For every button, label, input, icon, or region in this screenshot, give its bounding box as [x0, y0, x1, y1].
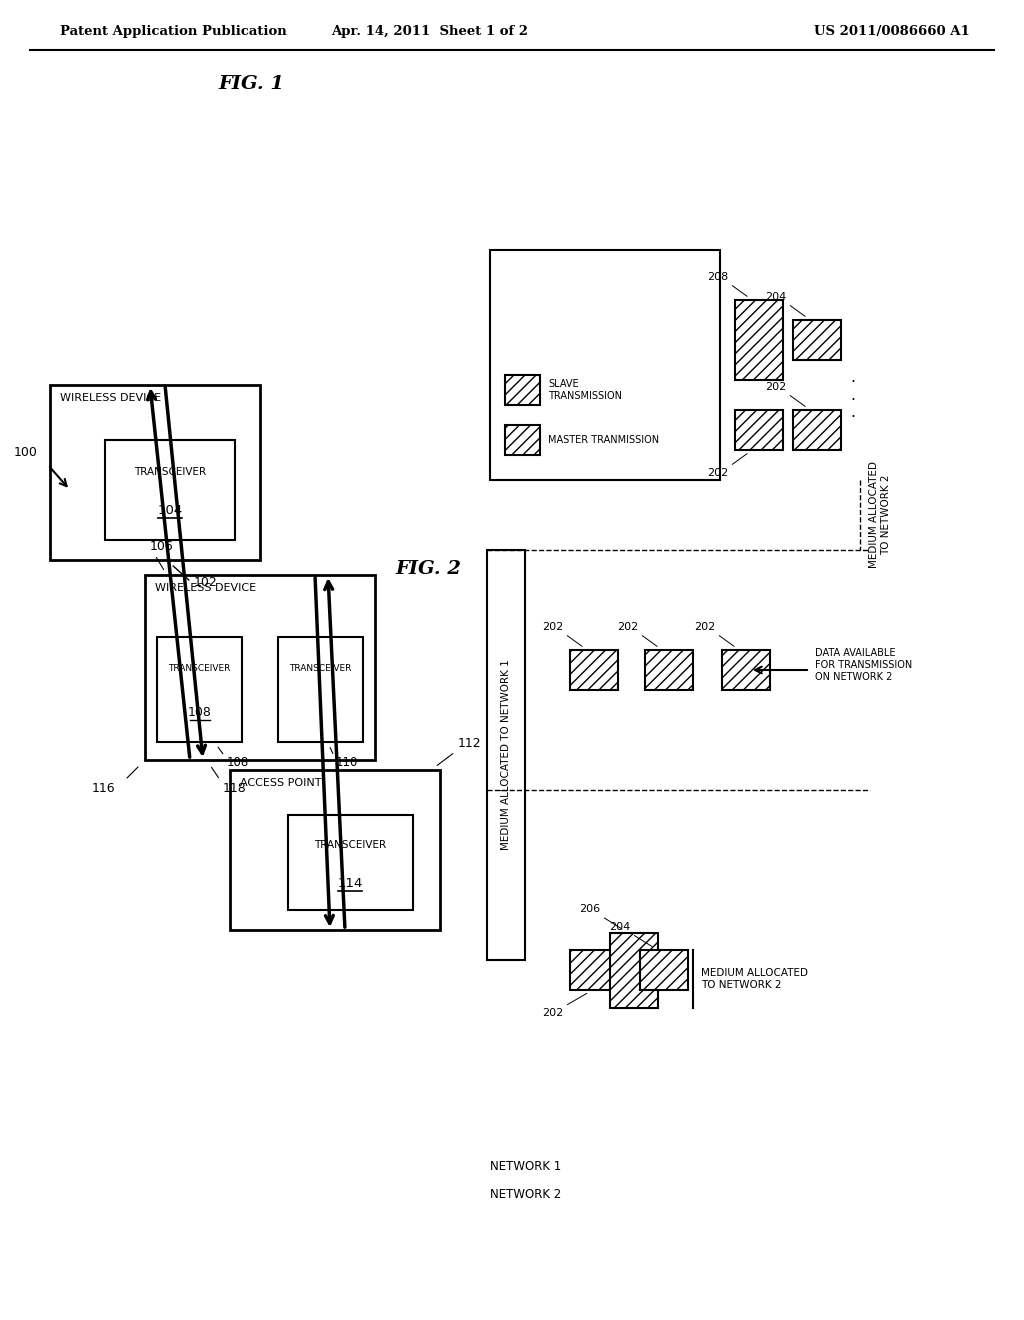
- Text: 108: 108: [226, 756, 249, 770]
- Bar: [230, 770, 440, 931]
- Text: MEDIUM ALLOCATED
TO NETWORK 2: MEDIUM ALLOCATED TO NETWORK 2: [701, 968, 808, 990]
- Text: 116: 116: [91, 781, 115, 795]
- Bar: [610, 932, 658, 1007]
- Text: 112: 112: [458, 737, 481, 750]
- Bar: [645, 649, 693, 690]
- Bar: [288, 814, 413, 909]
- Text: TRANSCEIVER: TRANSCEIVER: [168, 664, 230, 673]
- Text: NETWORK 2: NETWORK 2: [490, 1188, 561, 1201]
- Text: SLAVE
TRANSMISSION: SLAVE TRANSMISSION: [548, 379, 622, 401]
- Text: 104: 104: [158, 503, 182, 516]
- Bar: [722, 649, 770, 690]
- Bar: [570, 649, 618, 690]
- Text: 106: 106: [150, 540, 174, 553]
- Bar: [50, 385, 260, 560]
- Bar: [278, 638, 362, 742]
- Text: WIRELESS DEVICE: WIRELESS DEVICE: [60, 393, 161, 403]
- Text: MEDIUM ALLOCATED TO NETWORK 1: MEDIUM ALLOCATED TO NETWORK 1: [501, 660, 511, 850]
- Bar: [735, 300, 783, 380]
- Text: 202: 202: [542, 622, 563, 632]
- Text: 118: 118: [223, 781, 247, 795]
- Text: WIRELESS DEVICE: WIRELESS DEVICE: [155, 583, 256, 593]
- Bar: [487, 550, 525, 960]
- Bar: [105, 440, 234, 540]
- Text: 208: 208: [707, 272, 728, 282]
- Text: 110: 110: [336, 756, 358, 770]
- Bar: [793, 319, 841, 360]
- Text: 108: 108: [187, 706, 211, 719]
- Text: 202: 202: [616, 622, 638, 632]
- Text: 202: 202: [765, 381, 786, 392]
- Bar: [505, 375, 540, 405]
- Bar: [640, 950, 688, 990]
- Bar: [505, 425, 540, 455]
- Text: FIG. 1: FIG. 1: [218, 75, 284, 92]
- Text: TRANSCEIVER: TRANSCEIVER: [290, 664, 351, 673]
- Bar: [570, 950, 618, 990]
- Text: NETWORK 1: NETWORK 1: [490, 1160, 561, 1173]
- Text: ·
·
·: · · ·: [851, 375, 855, 425]
- Text: US 2011/0086660 A1: US 2011/0086660 A1: [814, 25, 970, 38]
- Text: Patent Application Publication: Patent Application Publication: [60, 25, 287, 38]
- Text: TRANSCEIVER: TRANSCEIVER: [134, 467, 206, 477]
- Text: FIG. 2: FIG. 2: [395, 560, 461, 578]
- Text: 100: 100: [14, 446, 38, 458]
- Text: 202: 202: [542, 1008, 563, 1018]
- Text: MEDIUM ALLOCATED
TO NETWORK 2: MEDIUM ALLOCATED TO NETWORK 2: [869, 462, 891, 569]
- Text: 206: 206: [579, 904, 600, 915]
- Text: 202: 202: [707, 469, 728, 478]
- Bar: [735, 411, 783, 450]
- Text: 204: 204: [608, 921, 630, 932]
- Bar: [490, 249, 720, 480]
- Text: MASTER TRANMISSION: MASTER TRANMISSION: [548, 436, 659, 445]
- Bar: [793, 411, 841, 450]
- Text: ACCESS POINT: ACCESS POINT: [240, 777, 322, 788]
- Text: TRANSCEIVER: TRANSCEIVER: [314, 841, 386, 850]
- Text: Apr. 14, 2011  Sheet 1 of 2: Apr. 14, 2011 Sheet 1 of 2: [332, 25, 528, 38]
- Text: 114: 114: [337, 876, 362, 890]
- Text: 102: 102: [194, 576, 218, 589]
- Text: 202: 202: [693, 622, 715, 632]
- Bar: [145, 576, 375, 760]
- Bar: [157, 638, 242, 742]
- Text: DATA AVAILABLE
FOR TRANSMISSION
ON NETWORK 2: DATA AVAILABLE FOR TRANSMISSION ON NETWO…: [815, 648, 912, 681]
- Text: 204: 204: [765, 292, 786, 302]
